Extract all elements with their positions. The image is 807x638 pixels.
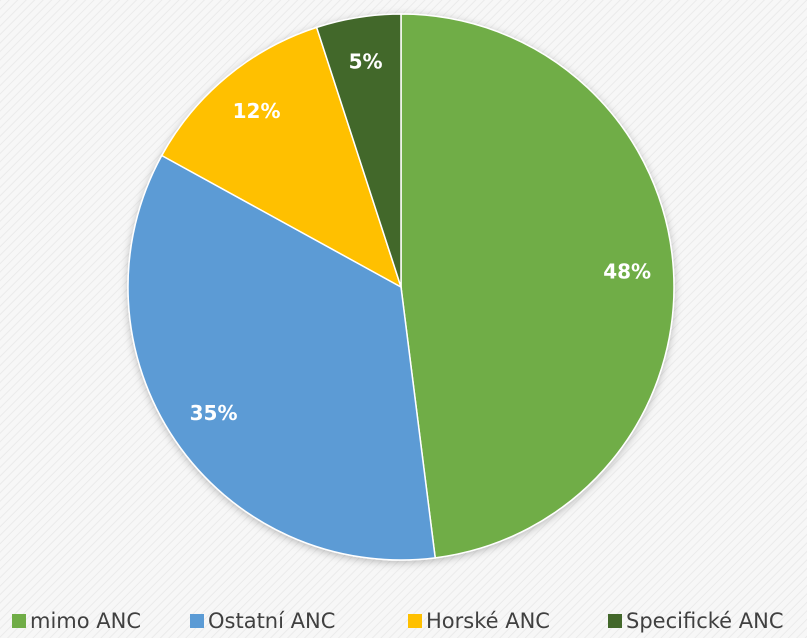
legend-label: Ostatní ANC <box>208 609 335 633</box>
data-label: 35% <box>190 401 238 425</box>
data-label: 12% <box>233 99 281 123</box>
legend-swatch <box>12 614 26 628</box>
legend-swatch <box>408 614 422 628</box>
data-label: 5% <box>349 50 383 74</box>
pie-slice <box>315 13 402 288</box>
data-label: 48% <box>603 259 651 283</box>
legend-label: Specifické ANC <box>626 609 783 633</box>
pie-slice <box>127 154 437 561</box>
legend-label: Horské ANC <box>426 609 550 633</box>
pie-slice <box>400 13 675 559</box>
pie <box>127 13 675 561</box>
legend-label: mimo ANC <box>30 609 141 633</box>
legend-swatch <box>608 614 622 628</box>
legend-swatch <box>190 614 204 628</box>
pie-slice <box>160 26 403 289</box>
